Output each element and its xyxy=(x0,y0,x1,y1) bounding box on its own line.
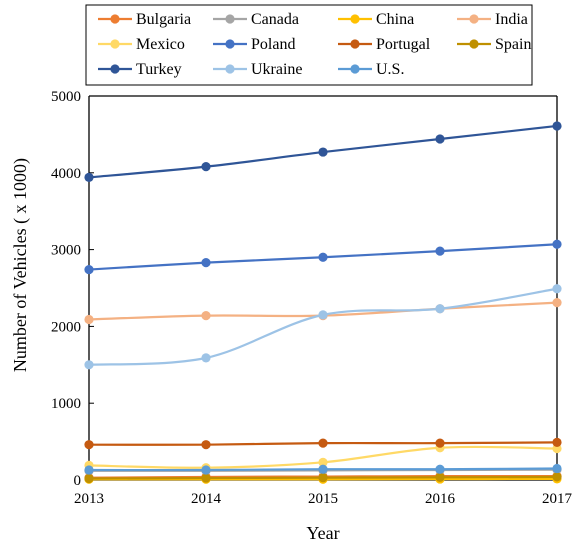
series-ukraine xyxy=(84,284,561,369)
data-point-ukraine xyxy=(318,310,327,319)
y-axis-title: Number of Vehicles ( x 1000) xyxy=(10,158,31,372)
legend-label: Turkey xyxy=(136,61,182,78)
series-poland xyxy=(84,240,561,275)
legend-label: U.S. xyxy=(376,61,404,78)
legend-swatch-marker xyxy=(350,39,359,48)
data-point-ukraine xyxy=(435,304,444,313)
data-point-u-s xyxy=(84,465,93,474)
legend-label: Spain xyxy=(495,36,531,53)
data-point-u-s xyxy=(435,465,444,474)
data-point-poland xyxy=(435,247,444,256)
data-point-turkey xyxy=(552,121,561,130)
data-point-turkey xyxy=(201,162,210,171)
legend-label: Ukraine xyxy=(251,61,303,78)
y-tick-label: 2000 xyxy=(51,319,81,335)
x-tick-label: 2017 xyxy=(542,491,573,507)
data-point-india xyxy=(84,315,93,324)
data-point-turkey xyxy=(435,134,444,143)
legend-label: China xyxy=(376,11,414,28)
legend-label: Poland xyxy=(251,36,295,53)
x-tick-label: 2013 xyxy=(74,491,104,507)
legend-swatch-marker xyxy=(350,64,359,73)
legend-label: India xyxy=(495,11,528,28)
data-point-india xyxy=(201,311,210,320)
data-point-ukraine xyxy=(552,284,561,293)
legend-swatch-marker xyxy=(469,14,478,23)
x-tick-label: 2014 xyxy=(191,491,222,507)
data-point-u-s xyxy=(552,464,561,473)
data-point-ukraine xyxy=(84,360,93,369)
legend-swatch-marker xyxy=(110,14,119,23)
legend-swatch-marker xyxy=(110,39,119,48)
y-tick-label: 1000 xyxy=(51,396,81,412)
data-point-spain xyxy=(435,473,444,482)
data-point-u-s xyxy=(201,465,210,474)
data-point-ukraine xyxy=(201,353,210,362)
data-point-poland xyxy=(201,258,210,267)
legend-label: Bulgaria xyxy=(136,11,191,28)
data-point-portugal xyxy=(318,439,327,448)
y-tick-label: 3000 xyxy=(51,243,81,259)
data-point-india xyxy=(552,298,561,307)
data-point-portugal xyxy=(201,440,210,449)
series-u-s xyxy=(84,464,561,475)
data-point-portugal xyxy=(552,438,561,447)
y-tick-label: 5000 xyxy=(51,89,81,105)
legend-swatch-marker xyxy=(110,64,119,73)
x-tick-label: 2015 xyxy=(308,491,338,507)
y-tick-label: 0 xyxy=(74,473,82,489)
series xyxy=(84,121,561,483)
legend-swatch-marker xyxy=(225,14,234,23)
data-point-poland xyxy=(84,265,93,274)
legend-label: Portugal xyxy=(376,36,431,53)
data-point-spain xyxy=(201,473,210,482)
series-spain xyxy=(84,472,561,483)
legend-label: Mexico xyxy=(136,36,185,53)
data-point-poland xyxy=(318,253,327,262)
data-point-portugal xyxy=(435,439,444,448)
data-point-turkey xyxy=(84,173,93,182)
data-point-poland xyxy=(552,240,561,249)
y-tick-label: 4000 xyxy=(51,166,81,182)
legend-label: Canada xyxy=(251,11,299,28)
data-point-u-s xyxy=(318,465,327,474)
data-point-spain xyxy=(318,473,327,482)
legend-swatch-marker xyxy=(350,14,359,23)
series-line-ukraine xyxy=(89,289,557,365)
series-turkey xyxy=(84,121,561,182)
data-point-spain xyxy=(552,472,561,481)
legend-swatch-marker xyxy=(469,39,478,48)
legend-swatch-marker xyxy=(225,39,234,48)
legend-swatch-marker xyxy=(225,64,234,73)
data-point-portugal xyxy=(84,440,93,449)
data-point-turkey xyxy=(318,147,327,156)
data-point-spain xyxy=(84,474,93,483)
x-axis-title: Year xyxy=(306,523,339,543)
x-tick-label: 2016 xyxy=(425,491,456,507)
legend: Bulgaria Canada China India Mexico Poland Port… xyxy=(86,5,532,85)
